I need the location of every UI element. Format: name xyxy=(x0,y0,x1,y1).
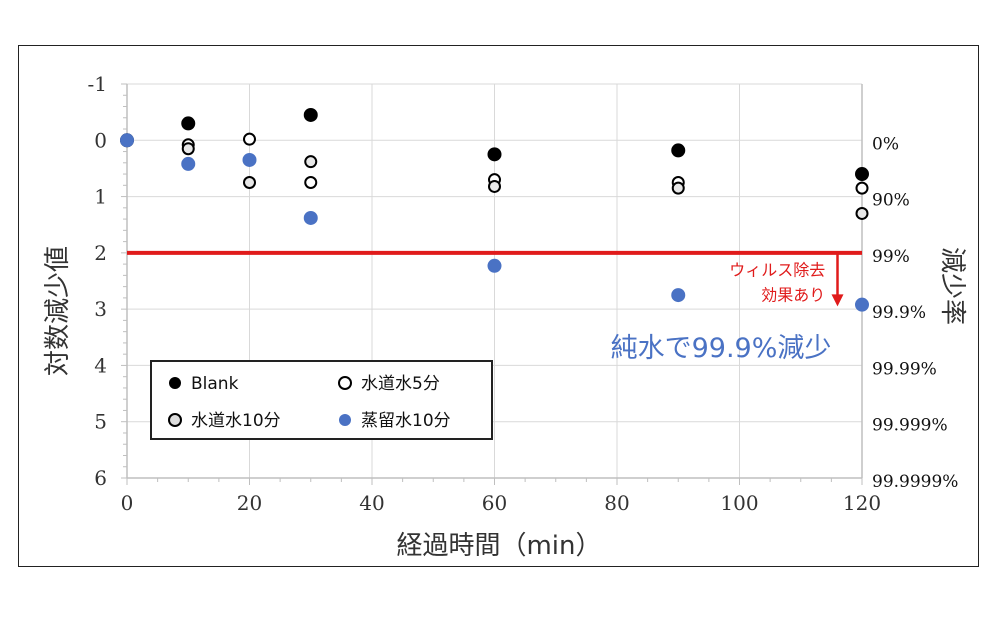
data-point xyxy=(855,297,869,312)
data-point xyxy=(488,179,501,193)
x-tick-label: 100 xyxy=(720,491,758,515)
data-point xyxy=(303,107,318,122)
data-point xyxy=(855,181,869,195)
data-point xyxy=(671,288,686,303)
y-tick-label: 6 xyxy=(94,466,107,490)
legend-marker-tap10 xyxy=(168,413,182,427)
y2-tick-label: 90% xyxy=(872,191,910,211)
arrow-note-line1: ウィルス除去 xyxy=(729,260,825,279)
data-point xyxy=(487,258,502,273)
y-tick-label: 4 xyxy=(94,353,107,377)
y2-tick-label: 99.999% xyxy=(872,416,948,436)
y2-tick-label: 99.9% xyxy=(872,303,926,323)
y-tick-label: 5 xyxy=(94,410,107,434)
data-point xyxy=(671,181,685,195)
legend-box xyxy=(150,360,493,440)
x-tick-label: 20 xyxy=(237,491,262,515)
legend-marker-blank xyxy=(169,377,181,389)
y-tick-label: 1 xyxy=(94,185,107,209)
legend-label-blank: Blank xyxy=(191,374,239,394)
y2-axis-title: 減少率 xyxy=(937,247,967,325)
y2-tick-label: 99.9999% xyxy=(872,472,958,492)
x-tick-label: 80 xyxy=(604,491,629,515)
y2-tick-label: 99% xyxy=(872,247,910,267)
data-point xyxy=(303,210,318,225)
data-point xyxy=(855,167,869,182)
y2-tick-label: 99.99% xyxy=(872,359,937,379)
chart-frame: -1 0 1 2 3 4 5 6 0 20 40 60 80 100 120 0% 90% 99% 99.9% 9… xyxy=(18,45,979,567)
legend-label-tap5: 水道水5分 xyxy=(361,374,440,394)
legend-marker-distilled10 xyxy=(339,414,351,426)
data-points xyxy=(120,107,869,312)
x-tick-label: 120 xyxy=(843,491,881,515)
x-tick-labels: 0 20 40 60 80 100 120 xyxy=(121,491,881,515)
scatter-chart: -1 0 1 2 3 4 5 6 0 20 40 60 80 100 120 0% 90% 99% 99.9% 9… xyxy=(43,72,967,561)
legend-label-tap10: 水道水10分 xyxy=(191,411,281,431)
y-tick-labels: -1 0 1 2 3 4 5 6 xyxy=(88,72,107,490)
data-point xyxy=(181,142,195,156)
data-point xyxy=(120,133,134,148)
x-tick-label: 0 xyxy=(121,491,134,515)
data-point xyxy=(855,206,869,220)
y-tick-label: -1 xyxy=(88,72,107,96)
y-axis-title: 対数減少値 xyxy=(43,246,73,376)
highlight-annotation: 純水で99.9%減少 xyxy=(611,333,832,364)
data-point xyxy=(243,176,256,189)
y-tick-label: 0 xyxy=(94,128,107,152)
axes xyxy=(121,83,863,485)
arrow-note-line2: 効果あり xyxy=(761,286,825,305)
y-tick-label: 3 xyxy=(94,297,107,321)
x-tick-label: 60 xyxy=(482,491,507,515)
data-point xyxy=(487,147,502,162)
data-point xyxy=(304,176,318,189)
y2-tick-label: 0% xyxy=(872,134,899,154)
x-axis-title: 経過時間（min） xyxy=(396,531,601,561)
data-point xyxy=(671,143,686,158)
legend: Blank 水道水5分 水道水10分 蒸留水10分 xyxy=(150,360,493,440)
data-point xyxy=(304,155,318,169)
x-tick-label: 40 xyxy=(359,491,384,515)
data-point xyxy=(242,152,257,167)
data-point xyxy=(181,116,196,131)
y-tick-label: 2 xyxy=(94,241,107,265)
data-point xyxy=(181,156,196,171)
legend-label-distilled10: 蒸留水10分 xyxy=(361,411,451,431)
legend-marker-tap5 xyxy=(338,376,352,390)
y2-tick-labels: 0% 90% 99% 99.9% 99.99% 99.999% 99.9999% xyxy=(872,134,958,492)
arrow-head xyxy=(831,294,844,307)
data-point xyxy=(243,132,256,146)
